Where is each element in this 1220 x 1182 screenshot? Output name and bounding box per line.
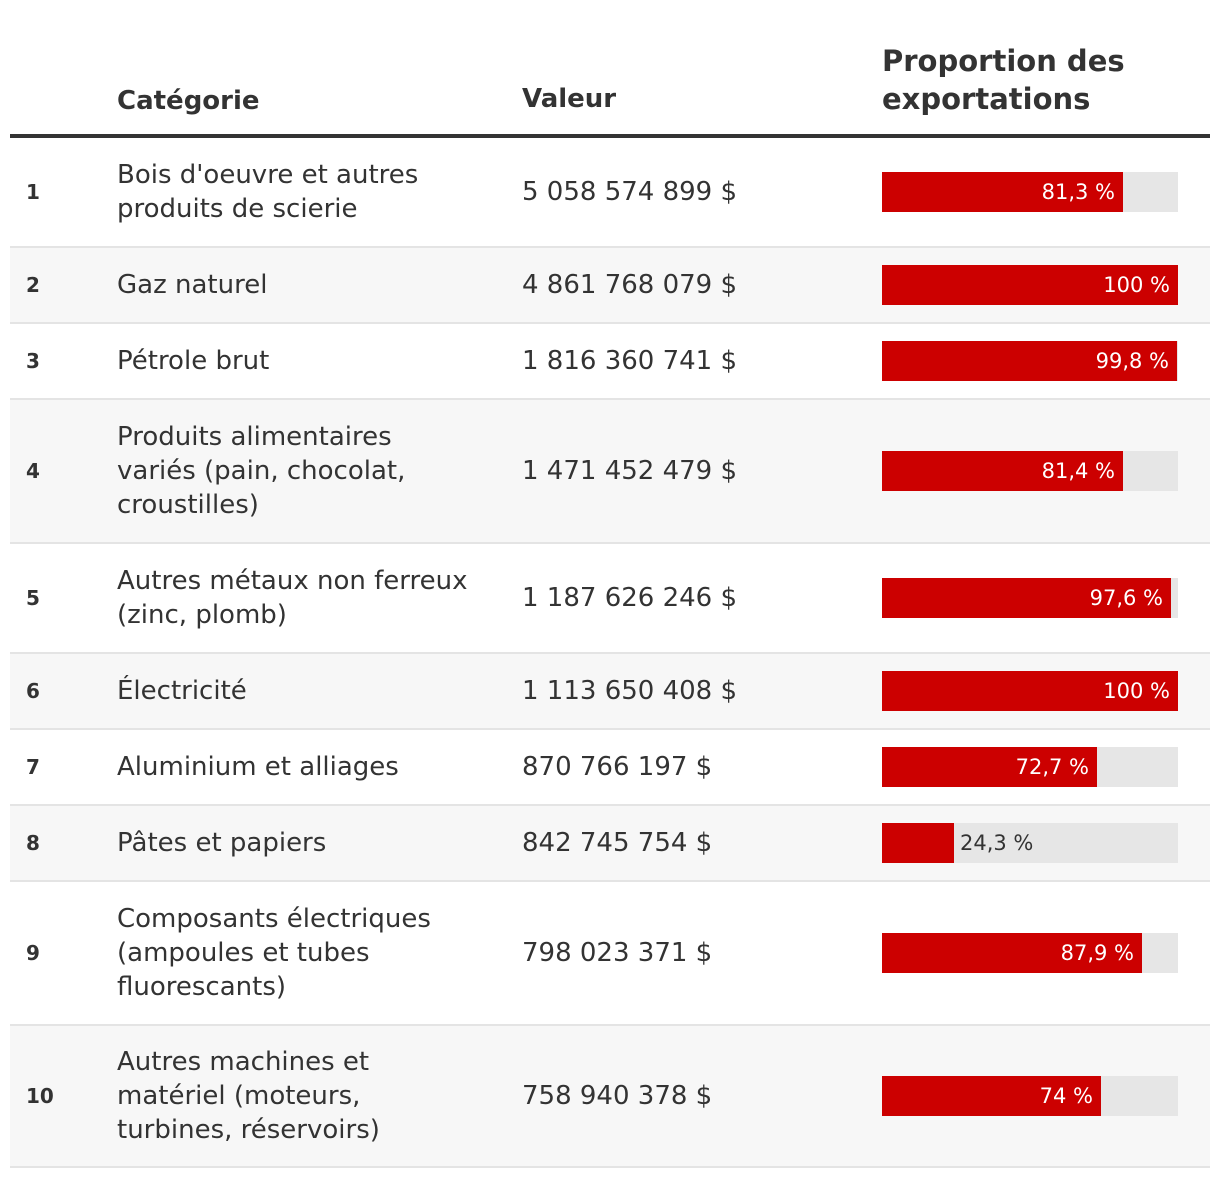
proportion-bar-track: 87,9 % bbox=[882, 933, 1178, 973]
row-category: Autres métaux non ferreux (zinc, plomb) bbox=[117, 566, 468, 630]
proportion-label: 81,3 % bbox=[1041, 180, 1115, 204]
row-proportion-cell: 81,3 % bbox=[882, 138, 1178, 246]
proportion-label: 72,7 % bbox=[1015, 755, 1089, 779]
table-row: 3 Pétrole brut 1 816 360 741 $ 99,8 % bbox=[10, 324, 1210, 400]
row-value: 1 816 360 741 $ bbox=[522, 346, 738, 376]
proportion-bar bbox=[882, 823, 954, 863]
row-proportion-cell: 87,9 % bbox=[882, 882, 1178, 1024]
proportion-label: 100 % bbox=[1103, 679, 1170, 703]
row-rank: 6 bbox=[26, 679, 40, 703]
row-value: 4 861 768 079 $ bbox=[522, 270, 738, 300]
row-rank: 2 bbox=[26, 273, 40, 297]
proportion-bar-track: 81,3 % bbox=[882, 172, 1178, 212]
row-value: 5 058 574 899 $ bbox=[522, 177, 738, 207]
row-proportion-cell: 100 % bbox=[882, 654, 1178, 728]
row-proportion-cell: 24,3 % bbox=[882, 806, 1178, 880]
proportion-label: 24,3 % bbox=[960, 831, 1034, 855]
proportion-bar bbox=[882, 1076, 1101, 1116]
row-value: 1 113 650 408 $ bbox=[522, 676, 738, 706]
row-value: 798 023 371 $ bbox=[522, 938, 713, 968]
proportion-label: 81,4 % bbox=[1041, 459, 1115, 483]
table-row: 10 Autres machines et matériel (moteurs, … bbox=[10, 1026, 1210, 1168]
proportion-label: 100 % bbox=[1103, 273, 1170, 297]
row-rank: 9 bbox=[26, 941, 40, 965]
proportion-bar-track: 100 % bbox=[882, 671, 1178, 711]
row-rank: 8 bbox=[26, 831, 40, 855]
table-header: Catégorie Valeur Proportion des exportat… bbox=[10, 0, 1210, 138]
table-row: 8 Pâtes et papiers 842 745 754 $ 24,3 % bbox=[10, 806, 1210, 882]
proportion-bar bbox=[882, 341, 1177, 381]
row-value: 842 745 754 $ bbox=[522, 828, 713, 858]
row-proportion-cell: 81,4 % bbox=[882, 400, 1178, 542]
proportion-label: 74 % bbox=[1039, 1084, 1093, 1108]
row-proportion-cell: 99,8 % bbox=[882, 324, 1178, 398]
proportion-bar bbox=[882, 933, 1142, 973]
table-row: 4 Produits alimentaires variés (pain, cho… bbox=[10, 400, 1210, 544]
row-proportion-cell: 74 % bbox=[882, 1026, 1178, 1166]
row-value: 758 940 378 $ bbox=[522, 1081, 713, 1111]
row-category: Pâtes et papiers bbox=[117, 828, 327, 858]
row-value: 870 766 197 $ bbox=[522, 752, 713, 782]
proportion-label: 99,8 % bbox=[1095, 349, 1169, 373]
row-rank: 5 bbox=[26, 586, 40, 610]
exports-table: Catégorie Valeur Proportion des exportat… bbox=[10, 0, 1210, 1168]
proportion-bar bbox=[882, 671, 1178, 711]
proportion-bar-track: 100 % bbox=[882, 265, 1178, 305]
table-row: 2 Gaz naturel 4 861 768 079 $ 100 % bbox=[10, 248, 1210, 324]
proportion-bar bbox=[882, 265, 1178, 305]
row-rank: 3 bbox=[26, 349, 40, 373]
row-proportion-cell: 72,7 % bbox=[882, 730, 1178, 804]
table-row: 6 Électricité 1 113 650 408 $ 100 % bbox=[10, 654, 1210, 730]
row-rank: 10 bbox=[26, 1084, 54, 1108]
row-value: 1 471 452 479 $ bbox=[522, 456, 738, 486]
proportion-bar bbox=[882, 451, 1123, 491]
row-rank: 4 bbox=[26, 459, 40, 483]
table-row: 9 Composants électriques (ampoules et tub… bbox=[10, 882, 1210, 1026]
table-row: 5 Autres métaux non ferreux (zinc, plomb)… bbox=[10, 544, 1210, 654]
proportion-bar bbox=[882, 172, 1123, 212]
row-category: Autres machines et matériel (moteurs, tu… bbox=[117, 1047, 380, 1145]
header-category: Catégorie bbox=[117, 86, 260, 116]
table-body: 1 Bois d'oeuvre et autres produits de sci… bbox=[10, 138, 1210, 1168]
row-category: Composants électriques (ampoules et tube… bbox=[117, 904, 431, 1002]
row-category: Électricité bbox=[117, 676, 247, 706]
row-value: 1 187 626 246 $ bbox=[522, 583, 738, 613]
proportion-bar-track: 24,3 % bbox=[882, 823, 1178, 863]
row-category: Produits alimentaires variés (pain, choc… bbox=[117, 422, 406, 520]
proportion-bar-track: 74 % bbox=[882, 1076, 1178, 1116]
row-proportion-cell: 100 % bbox=[882, 248, 1178, 322]
table-row: 1 Bois d'oeuvre et autres produits de sci… bbox=[10, 138, 1210, 248]
table-row: 7 Aluminium et alliages 870 766 197 $ 72,7 … bbox=[10, 730, 1210, 806]
header-value: Valeur bbox=[522, 84, 617, 114]
proportion-bar-track: 99,8 % bbox=[882, 341, 1178, 381]
proportion-bar-track: 97,6 % bbox=[882, 578, 1178, 618]
row-rank: 7 bbox=[26, 755, 40, 779]
proportion-bar-track: 72,7 % bbox=[882, 747, 1178, 787]
proportion-bar-track: 81,4 % bbox=[882, 451, 1178, 491]
row-category: Aluminium et alliages bbox=[117, 752, 399, 782]
row-proportion-cell: 97,6 % bbox=[882, 544, 1178, 652]
row-category: Bois d'oeuvre et autres produits de scie… bbox=[117, 160, 419, 224]
row-rank: 1 bbox=[26, 180, 40, 204]
row-category: Gaz naturel bbox=[117, 270, 268, 300]
proportion-label: 97,6 % bbox=[1089, 586, 1163, 610]
proportion-label: 87,9 % bbox=[1060, 941, 1134, 965]
row-category: Pétrole brut bbox=[117, 346, 270, 376]
proportion-bar bbox=[882, 747, 1097, 787]
header-proportion: Proportion des exportations bbox=[882, 44, 1125, 116]
proportion-bar bbox=[882, 578, 1171, 618]
